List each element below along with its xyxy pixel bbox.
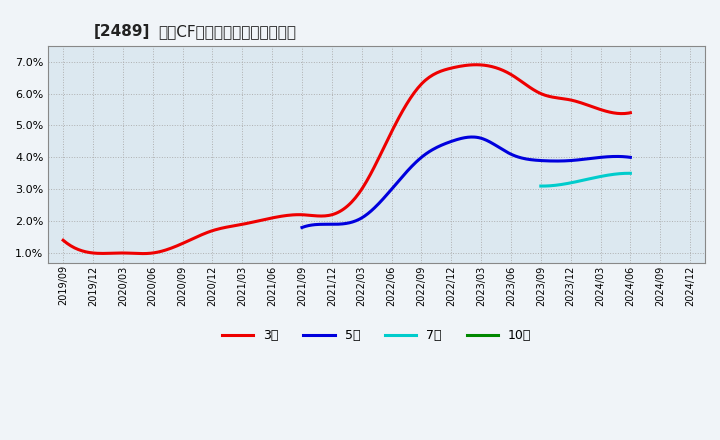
Legend: 3年, 5年, 7年, 10年: 3年, 5年, 7年, 10年 [217,324,536,347]
Text: [2489]: [2489] [94,24,150,39]
Text: 営業CFマージンの平均値の推移: 営業CFマージンの平均値の推移 [158,24,297,39]
